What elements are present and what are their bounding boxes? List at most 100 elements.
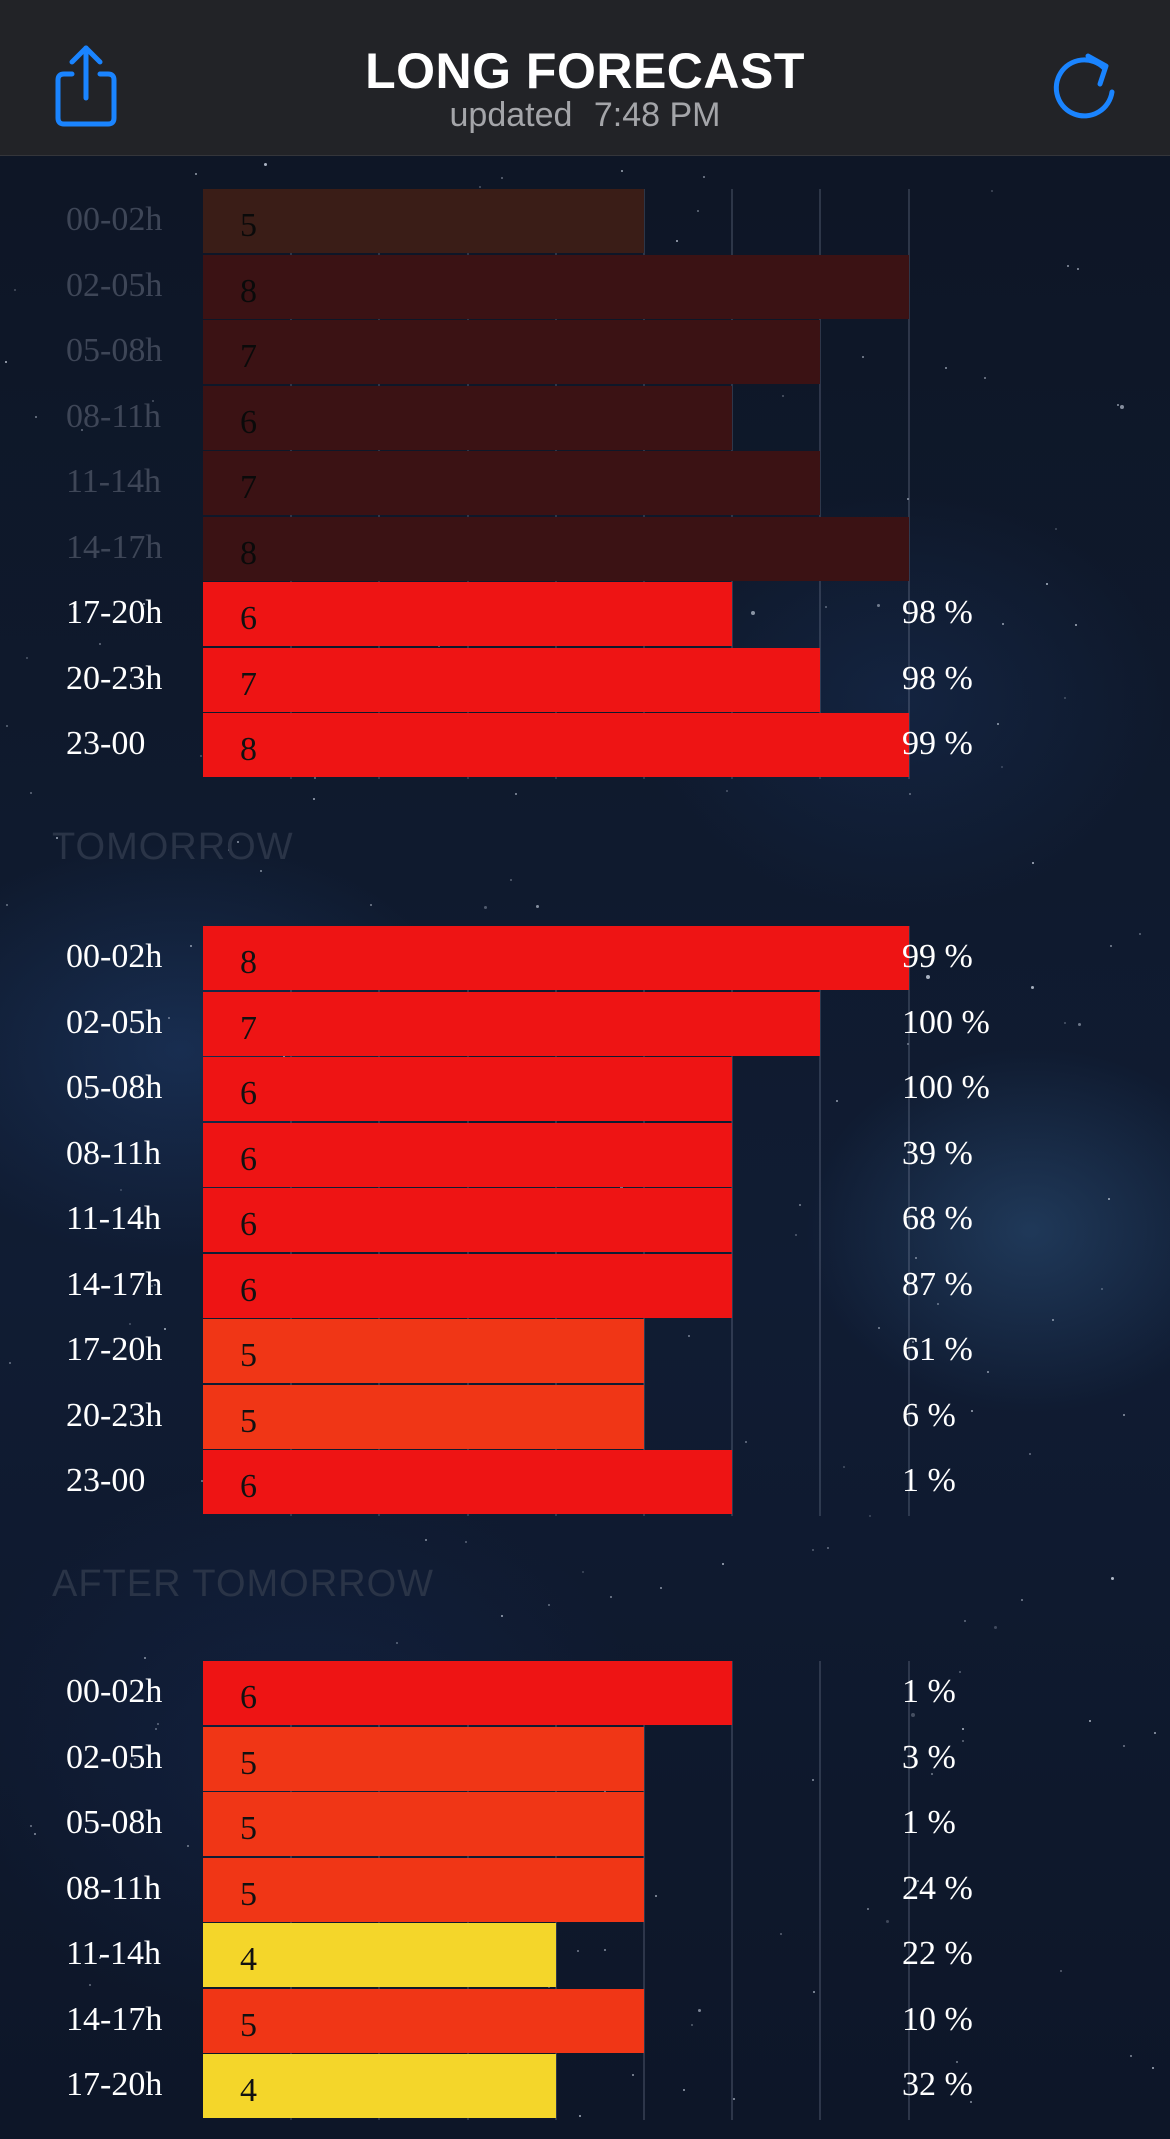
star [484,906,487,909]
star [1101,1288,1103,1290]
star [878,1327,880,1329]
star [228,849,230,851]
star [697,210,699,212]
kp-value: 8 [240,944,257,981]
star [264,163,267,166]
kp-value: 7 [240,666,257,703]
star [536,905,539,908]
star [134,1758,136,1760]
star [1029,1453,1031,1455]
star [1001,766,1003,768]
kp-bar [203,1319,644,1383]
star [962,1728,964,1730]
star [582,1571,584,1573]
star [1055,528,1057,530]
star [909,1144,911,1146]
star [703,176,705,178]
star [1123,1414,1125,1416]
star [1130,2055,1132,2057]
star [120,1189,122,1191]
probability-value: 1 % [902,1804,956,1841]
probability-value: 87 % [902,1266,973,1303]
star [621,170,623,172]
star [510,879,512,881]
star [956,2061,958,2063]
kp-bar [203,1188,732,1252]
kp-value: 6 [240,1141,257,1178]
forecast-row: 11-14h 7 [0,451,1170,515]
share-button[interactable] [50,40,122,130]
star [501,1615,503,1617]
kp-value: 4 [240,2072,257,2109]
kp-value: 7 [240,1010,257,1047]
star [907,498,909,500]
gridline [819,189,822,779]
star [620,1186,623,1189]
kp-bar [203,926,909,990]
star [676,240,678,242]
forecast-row: 05-08h 5 1 % [0,1792,1170,1856]
kp-bar [203,517,909,581]
star [987,1371,989,1373]
star [924,1957,926,1959]
kp-value: 6 [240,600,257,637]
gridline [819,926,822,1516]
star [14,289,16,291]
star [926,975,930,979]
kp-value: 8 [240,273,257,310]
gridline [907,1661,910,2120]
kp-bar [203,2054,556,2118]
time-range-label: 08-11h [66,1870,162,1907]
kp-bar [203,1792,644,1856]
time-range-label: 23-00 [66,725,146,762]
star [314,777,316,779]
kp-bar [203,1858,644,1922]
kp-bar [203,648,820,712]
star [1154,1732,1156,1734]
star [157,1723,159,1725]
star [501,177,503,179]
star [1067,265,1069,267]
star [187,1845,189,1847]
kp-bar [203,189,644,253]
time-range-label: 11-14h [66,1935,162,1972]
kp-bar [203,451,820,515]
star [155,1728,157,1730]
star [825,606,827,608]
time-range-label: 05-08h [66,1804,163,1841]
star [971,1410,973,1412]
star [945,367,947,369]
star [1064,1022,1066,1024]
star [917,1880,919,1882]
kp-bar [203,320,820,384]
probability-value: 39 % [902,1135,973,1172]
page-title: LONG FORECAST [365,43,805,99]
star [5,361,7,363]
probability-value: 98 % [902,660,973,697]
kp-value: 5 [240,1403,257,1440]
star [782,395,784,397]
star [722,1563,724,1565]
probability-value: 100 % [902,1069,990,1106]
star [937,1303,939,1305]
forecast-row: 00-02h 6 1 % [0,1661,1170,1725]
probability-value: 61 % [902,1331,973,1368]
probability-value: 99 % [902,938,973,975]
probability-value: 10 % [902,2001,973,2038]
star [867,1908,869,1910]
refresh-button[interactable] [1048,42,1120,124]
star [34,1833,36,1835]
kp-bar [203,255,909,319]
time-range-label: 14-17h [66,2001,163,2038]
kp-value: 6 [240,1075,257,1112]
star [370,904,372,906]
kp-bar [203,1254,732,1318]
kp-bar [203,1923,556,1987]
star [30,792,32,794]
star [200,755,202,757]
star [997,723,999,725]
star [515,793,517,795]
time-range-label: 17-20h [66,1331,163,1368]
star [984,377,986,379]
star [56,837,58,839]
